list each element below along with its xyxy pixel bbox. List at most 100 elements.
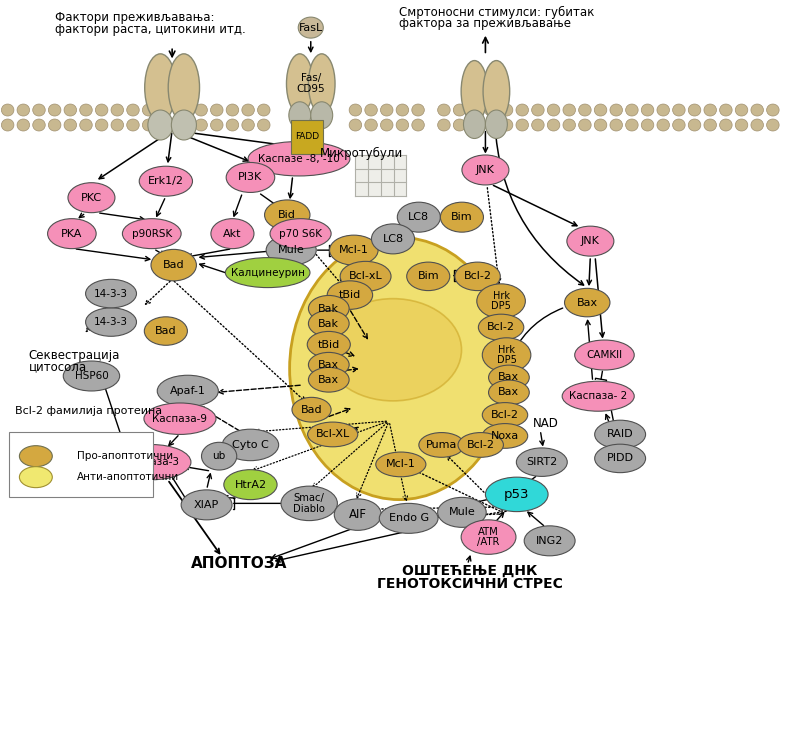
- Ellipse shape: [516, 119, 528, 131]
- Ellipse shape: [211, 104, 223, 116]
- Ellipse shape: [123, 219, 181, 249]
- Ellipse shape: [704, 104, 717, 116]
- Ellipse shape: [179, 119, 192, 131]
- Ellipse shape: [111, 119, 123, 131]
- Ellipse shape: [242, 104, 255, 116]
- Ellipse shape: [396, 119, 409, 131]
- Text: Fas/
CD95: Fas/ CD95: [296, 74, 325, 94]
- Ellipse shape: [224, 470, 277, 499]
- Text: АПОПТОЗА: АПОПТОЗА: [190, 556, 287, 571]
- Text: Bak: Bak: [318, 304, 340, 314]
- Ellipse shape: [483, 402, 527, 427]
- Text: RAID: RAID: [607, 429, 634, 439]
- Ellipse shape: [489, 365, 529, 390]
- Ellipse shape: [461, 520, 516, 554]
- Ellipse shape: [222, 429, 279, 461]
- Ellipse shape: [483, 61, 509, 122]
- Ellipse shape: [461, 61, 488, 122]
- Ellipse shape: [2, 119, 14, 131]
- Ellipse shape: [486, 110, 507, 138]
- Text: Bax: Bax: [498, 372, 520, 383]
- Ellipse shape: [524, 526, 575, 556]
- Ellipse shape: [139, 166, 193, 196]
- Text: Bax: Bax: [498, 387, 520, 398]
- Ellipse shape: [594, 104, 607, 116]
- Text: Bad: Bad: [301, 405, 322, 414]
- Text: Cyto C: Cyto C: [232, 440, 269, 450]
- Ellipse shape: [49, 119, 61, 131]
- Ellipse shape: [610, 104, 623, 116]
- Ellipse shape: [595, 420, 645, 449]
- Text: JNK: JNK: [476, 165, 495, 175]
- Text: Фактори преживљавања:: Фактори преживљавања:: [55, 11, 214, 24]
- Ellipse shape: [17, 119, 30, 131]
- Ellipse shape: [489, 380, 529, 405]
- Ellipse shape: [657, 119, 670, 131]
- Ellipse shape: [127, 104, 139, 116]
- Ellipse shape: [735, 119, 747, 131]
- Ellipse shape: [17, 104, 30, 116]
- Ellipse shape: [455, 262, 501, 290]
- Ellipse shape: [380, 104, 393, 116]
- Text: PKC: PKC: [81, 193, 102, 203]
- FancyBboxPatch shape: [291, 120, 322, 154]
- Ellipse shape: [626, 119, 638, 131]
- Ellipse shape: [626, 104, 638, 116]
- Text: PKA: PKA: [61, 229, 83, 238]
- Ellipse shape: [79, 104, 92, 116]
- Ellipse shape: [483, 423, 527, 448]
- Ellipse shape: [307, 332, 351, 358]
- Ellipse shape: [440, 202, 483, 232]
- Ellipse shape: [64, 104, 76, 116]
- Ellipse shape: [181, 490, 232, 520]
- Ellipse shape: [33, 104, 46, 116]
- Text: Bax: Bax: [577, 298, 598, 308]
- Ellipse shape: [563, 104, 575, 116]
- Ellipse shape: [292, 397, 331, 422]
- Ellipse shape: [95, 119, 108, 131]
- Text: LC8: LC8: [383, 234, 403, 244]
- Ellipse shape: [372, 224, 414, 254]
- Text: Анти-апоптотични: Анти-апоптотични: [77, 472, 180, 482]
- Text: AIF: AIF: [349, 508, 367, 521]
- Ellipse shape: [766, 119, 779, 131]
- Ellipse shape: [380, 503, 438, 533]
- Ellipse shape: [79, 119, 92, 131]
- Ellipse shape: [168, 54, 200, 121]
- Ellipse shape: [419, 432, 465, 457]
- Ellipse shape: [641, 104, 654, 116]
- Ellipse shape: [438, 497, 487, 527]
- Ellipse shape: [308, 311, 349, 337]
- Text: Про-апоптотични: Про-апоптотични: [77, 451, 174, 461]
- Ellipse shape: [20, 467, 53, 487]
- Text: Hrk
DP5: Hrk DP5: [491, 291, 511, 311]
- Ellipse shape: [20, 446, 53, 467]
- Ellipse shape: [720, 119, 732, 131]
- Ellipse shape: [111, 104, 123, 116]
- Ellipse shape: [376, 452, 426, 477]
- Text: фактора за преживљавање: фактора за преживљавање: [399, 17, 571, 30]
- Text: Bcl-XL: Bcl-XL: [315, 429, 350, 439]
- Ellipse shape: [211, 119, 223, 131]
- Ellipse shape: [477, 284, 525, 318]
- Ellipse shape: [33, 119, 46, 131]
- Text: ОШТЕЋЕЊЕ ДНК: ОШТЕЋЕЊЕ ДНК: [402, 564, 538, 578]
- Ellipse shape: [226, 162, 275, 193]
- Ellipse shape: [195, 104, 208, 116]
- Ellipse shape: [157, 375, 219, 407]
- Ellipse shape: [281, 486, 337, 520]
- Text: 14-3-3: 14-3-3: [94, 317, 128, 327]
- Ellipse shape: [454, 104, 466, 116]
- Text: Калцинеурин: Калцинеурин: [230, 268, 305, 277]
- Ellipse shape: [86, 279, 137, 308]
- Ellipse shape: [406, 262, 450, 290]
- Ellipse shape: [501, 104, 512, 116]
- Ellipse shape: [49, 104, 61, 116]
- Ellipse shape: [396, 104, 409, 116]
- Text: p90RSK: p90RSK: [131, 229, 172, 238]
- Ellipse shape: [68, 183, 115, 213]
- Ellipse shape: [641, 119, 654, 131]
- Text: ING2: ING2: [536, 536, 564, 546]
- Ellipse shape: [112, 444, 191, 480]
- Ellipse shape: [365, 119, 377, 131]
